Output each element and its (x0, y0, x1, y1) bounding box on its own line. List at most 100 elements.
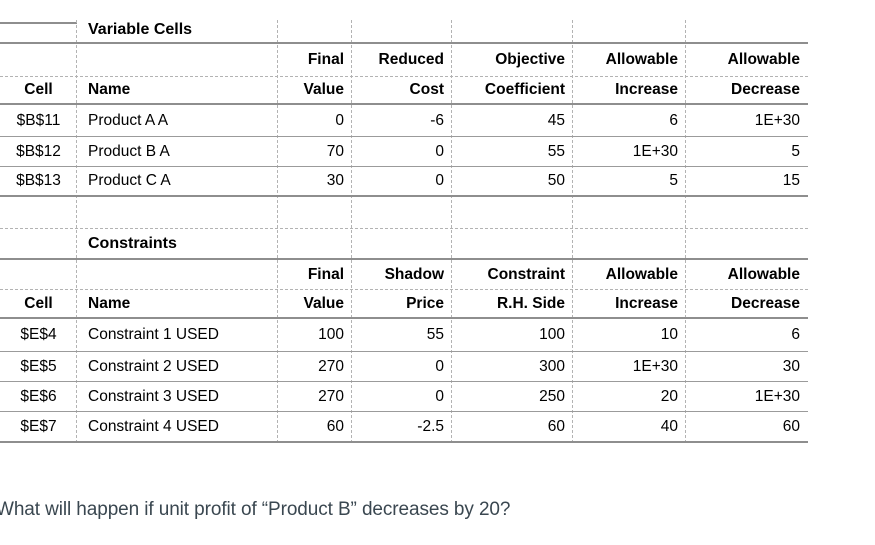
cell-final-value: 0 (335, 111, 344, 129)
table-row: $E$4 Constraint 1 USED 100 55 100 10 6 (0, 319, 808, 352)
header-cell: Final (307, 51, 344, 68)
cell-ref: $B$12 (16, 142, 61, 160)
column-gridline (685, 20, 686, 443)
cell-name: Constraint 2 USED (88, 357, 219, 375)
column-gridline (76, 20, 77, 443)
header-row: Cell Name Value Cost Coefficient Increase Decr… (0, 77, 808, 105)
cell-constraint-rhs: 300 (539, 357, 565, 375)
header-cell (77, 44, 278, 76)
cell-name: Product A A (88, 111, 169, 129)
header-cell: Coefficient (484, 81, 565, 98)
cell-allowable-increase: 1E+30 (632, 357, 678, 375)
table-row: $E$6 Constraint 3 USED 270 0 250 20 1E+30 (0, 382, 808, 412)
question-text: What will happen if unit profit of “Prod… (0, 499, 511, 520)
section-title: Variable Cells (88, 21, 193, 38)
table-row: $B$12 Product B A 70 0 55 1E+30 5 (0, 137, 808, 167)
cell-name: Constraint 3 USED (88, 387, 219, 405)
cell-constraint-rhs: 250 (539, 387, 565, 405)
table-row: $B$11 Product A A 0 -6 45 6 1E+30 (0, 105, 808, 137)
top-left-border-fragment (0, 22, 77, 24)
cell-allowable-increase: 40 (660, 417, 678, 435)
cell-allowable-increase: 6 (669, 111, 678, 129)
column-gridline (351, 20, 352, 443)
cell-reduced-cost: -6 (430, 111, 444, 129)
header-cell: Shadow (384, 265, 444, 283)
cell-name: Constraint 1 USED (88, 326, 219, 343)
cell-ref: $E$5 (20, 357, 57, 375)
cell-reduced-cost: 0 (435, 172, 444, 189)
cell-name: Product C A (88, 172, 171, 189)
cell-final-value: 270 (318, 387, 344, 405)
cell-ref: $B$11 (16, 111, 61, 129)
cell-allowable-decrease: 15 (782, 172, 800, 189)
header-cell: R.H. Side (496, 294, 565, 312)
header-cell: Cost (409, 81, 444, 98)
header-cell: Reduced (378, 51, 444, 68)
cell-allowable-decrease: 60 (782, 417, 800, 435)
header-cell: Increase (615, 81, 678, 98)
header-cell: Value (303, 81, 345, 98)
header-cell (0, 260, 77, 289)
column-gridline (277, 20, 278, 443)
section-title: Constraints (88, 234, 177, 252)
cell-objective-coefficient: 45 (547, 111, 565, 129)
cell-shadow-price: 0 (435, 387, 444, 405)
header-cell (0, 44, 77, 76)
header-cell: Decrease (731, 294, 800, 312)
cell-allowable-decrease: 6 (791, 326, 800, 343)
header-cell: Name (88, 81, 131, 98)
cell-objective-coefficient: 50 (547, 172, 565, 189)
cell-final-value: 100 (318, 326, 344, 343)
table-row: $E$7 Constraint 4 USED 60 -2.5 60 40 60 (0, 412, 808, 443)
cell-ref: $E$6 (20, 387, 57, 405)
cell-allowable-decrease: 1E+30 (754, 111, 800, 129)
header-row: Cell Name Value Price R.H. Side Increase Decre… (0, 290, 808, 319)
cell-allowable-increase: 5 (669, 172, 678, 189)
header-cell: Allowable (727, 265, 800, 283)
solver-sensitivity-report: Variable Cells Final Reduced Objective Allow… (0, 0, 808, 443)
cell-allowable-increase: 20 (660, 387, 678, 405)
header-cell: Cell (24, 81, 53, 98)
table-row: $B$13 Product C A 30 0 50 5 15 (0, 167, 808, 197)
cell-ref: $E$7 (20, 417, 57, 435)
header-cell: Value (303, 294, 345, 312)
cell-shadow-price: 55 (426, 326, 444, 343)
cell-objective-coefficient: 55 (547, 142, 565, 160)
column-gridline (451, 20, 452, 443)
header-cell: Final (307, 265, 344, 283)
cell-shadow-price: -2.5 (417, 417, 444, 435)
cell-allowable-decrease: 30 (782, 357, 800, 375)
header-cell: Price (406, 294, 444, 312)
cell-shadow-price: 0 (435, 357, 444, 375)
cell-name: Product B A (88, 142, 170, 160)
cell-ref: $B$13 (16, 172, 61, 189)
header-cell: Allowable (727, 51, 800, 68)
cell-ref: $E$4 (20, 326, 57, 343)
report-rows: Variable Cells Final Reduced Objective Allow… (0, 0, 808, 443)
section-title-row: Variable Cells (0, 18, 808, 44)
header-cell: Decrease (731, 81, 800, 98)
cell-allowable-increase: 1E+30 (632, 142, 678, 160)
cell-final-value: 70 (326, 142, 344, 160)
header-cell (77, 260, 278, 289)
header-cell: Name (88, 294, 131, 312)
table-row: $E$5 Constraint 2 USED 270 0 300 1E+30 30 (0, 352, 808, 382)
header-cell: Allowable (605, 265, 678, 283)
column-gridline (572, 20, 573, 443)
header-cell: Constraint (487, 265, 566, 283)
cell-allowable-decrease: 1E+30 (754, 387, 800, 405)
cell-constraint-rhs: 60 (547, 417, 565, 435)
empty-row (0, 0, 808, 18)
cell-reduced-cost: 0 (435, 142, 444, 160)
header-cell: Allowable (605, 51, 678, 68)
cell-final-value: 30 (326, 172, 344, 189)
empty-row (0, 197, 808, 229)
header-cell: Cell (24, 294, 53, 312)
cell-name: Constraint 4 USED (88, 417, 219, 435)
cell-final-value: 270 (318, 357, 344, 375)
header-row: Final Reduced Objective Allowable Allowable (0, 44, 808, 77)
header-cell: Increase (615, 294, 678, 312)
section-title-row: Constraints (0, 229, 808, 260)
header-row: Final Shadow Constraint Allowable Allowable (0, 260, 808, 290)
cell-allowable-increase: 10 (660, 326, 678, 343)
